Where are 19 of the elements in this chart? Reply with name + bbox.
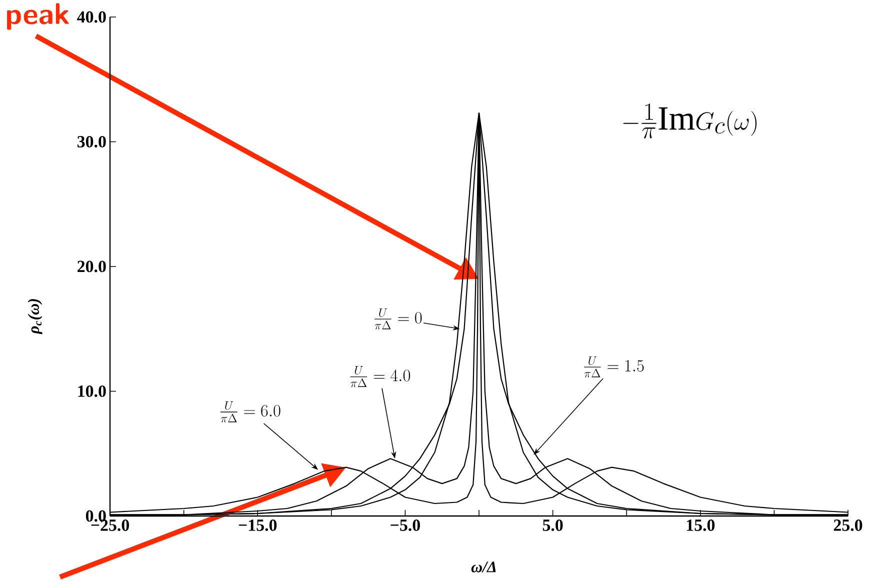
annotation: $\frac{U}{\pi\Delta}=6.0$ — [220, 401, 280, 422]
x-tick-label: −5.0 — [390, 520, 420, 531]
y-tick-label: 30.0 — [77, 136, 106, 148]
x-tick-label: 5.0 — [542, 520, 563, 531]
y-tick-label: 40.0 — [77, 11, 106, 23]
y-axis-title: ρ$_{c}$(ω) — [28, 299, 42, 334]
x-axis-title: ω/Δ — [471, 562, 496, 572]
annotation: $\frac{U}{\pi\Delta}=4.0$ — [350, 366, 410, 388]
text: peak — [7, 3, 69, 30]
x-tick-label: −15.0 — [238, 520, 277, 531]
y-tick-label: 0.0 — [86, 510, 106, 522]
x-tick-label: −25.0 — [91, 520, 130, 531]
annotation: $-\frac{1}{\pi}\mathrm{Im}G_c(\omega)$ — [623, 103, 757, 138]
annotation: $\frac{U}{\pi\Delta}=0$ — [374, 308, 422, 330]
x-tick-label: 25.0 — [834, 520, 862, 531]
x-tick-label: 15.0 — [686, 520, 715, 531]
y-tick-label: 10.0 — [78, 385, 106, 397]
annotation: $\frac{U}{\pi\Delta}=1.5$ — [584, 356, 644, 378]
y-tick-label: 20.0 — [78, 260, 106, 272]
